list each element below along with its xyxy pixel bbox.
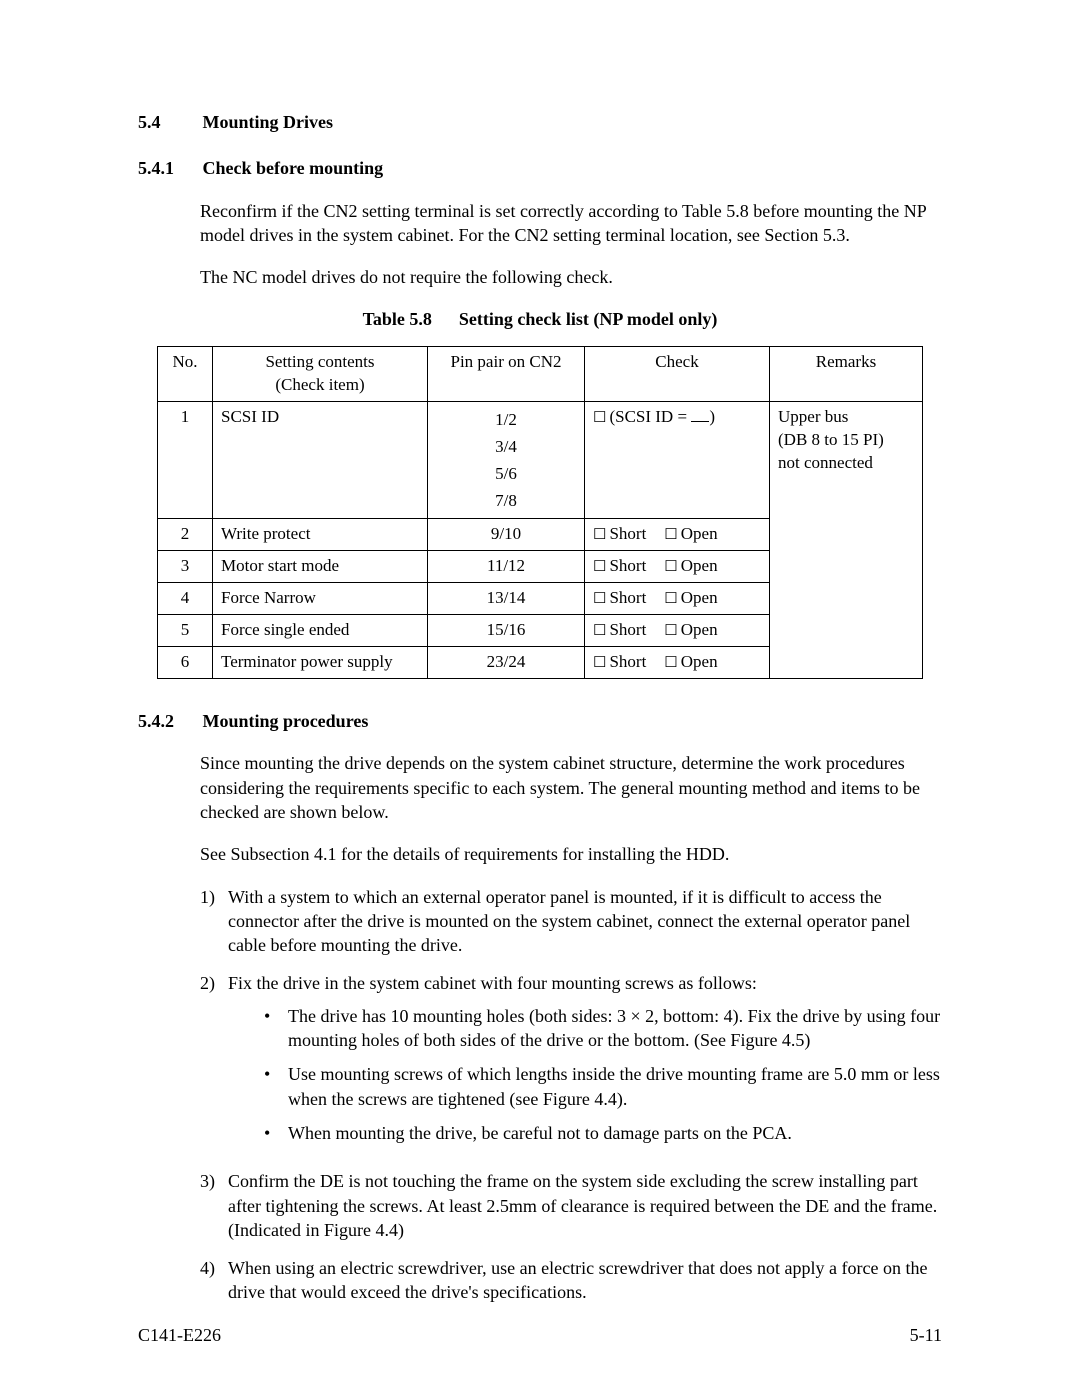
paragraph: The NC model drives do not require the f… bbox=[200, 265, 942, 289]
checkbox-icon: ☐ bbox=[593, 623, 606, 639]
footer-right: 5-11 bbox=[910, 1323, 942, 1347]
cell-no: 4 bbox=[158, 583, 213, 615]
subsection-heading-2: 5.4.2 Mounting procedures bbox=[138, 709, 942, 733]
cell-no: 3 bbox=[158, 551, 213, 583]
bullet-list: The drive has 10 mounting holes (both si… bbox=[228, 1004, 942, 1145]
section-number: 5.4 bbox=[138, 110, 198, 134]
page-footer: C141-E226 5-11 bbox=[138, 1323, 942, 1347]
table-caption-label: Table 5.8 bbox=[363, 309, 432, 329]
cell-item: Write protect bbox=[213, 519, 428, 551]
th-no: No. bbox=[158, 346, 213, 401]
cell-remarks: Upper bus (DB 8 to 15 PI) not connected bbox=[770, 401, 923, 678]
cell-check: ☐(SCSI ID = ) bbox=[585, 401, 770, 519]
cell-check: ☐Short☐Open bbox=[585, 647, 770, 679]
table-caption-title: Setting check list (NP model only) bbox=[459, 309, 718, 329]
cell-item: Motor start mode bbox=[213, 551, 428, 583]
checkbox-icon: ☐ bbox=[664, 559, 677, 575]
checkbox-icon: ☐ bbox=[664, 591, 677, 607]
list-number: 1) bbox=[200, 885, 228, 958]
cell-pin: 11/12 bbox=[428, 551, 585, 583]
cell-item: Force Narrow bbox=[213, 583, 428, 615]
bullet-item: When mounting the drive, be careful not … bbox=[258, 1121, 942, 1145]
cell-pin: 15/16 bbox=[428, 615, 585, 647]
th-remarks: Remarks bbox=[770, 346, 923, 401]
cell-check: ☐Short☐Open bbox=[585, 519, 770, 551]
bullet-item: Use mounting screws of which lengths ins… bbox=[258, 1062, 942, 1111]
cell-no: 6 bbox=[158, 647, 213, 679]
checkbox-icon: ☐ bbox=[664, 527, 677, 543]
subsection-number-1: 5.4.1 bbox=[138, 156, 198, 180]
paragraph: Reconfirm if the CN2 setting terminal is… bbox=[200, 199, 942, 248]
list-text: Confirm the DE is not touching the frame… bbox=[228, 1169, 942, 1242]
cell-check: ☐Short☐Open bbox=[585, 615, 770, 647]
list-text: When using an electric screwdriver, use … bbox=[228, 1256, 942, 1305]
list-number: 2) bbox=[200, 971, 228, 1155]
checkbox-icon: ☐ bbox=[664, 655, 677, 671]
th-item: Setting contents (Check item) bbox=[213, 346, 428, 401]
cell-item: Terminator power supply bbox=[213, 647, 428, 679]
table-caption: Table 5.8 Setting check list (NP model o… bbox=[138, 307, 942, 331]
th-check: Check bbox=[585, 346, 770, 401]
list-item-2: 2) Fix the drive in the system cabinet w… bbox=[200, 971, 942, 1155]
checkbox-icon: ☐ bbox=[593, 410, 606, 426]
cell-check: ☐Short☐Open bbox=[585, 551, 770, 583]
bullet-item: The drive has 10 mounting holes (both si… bbox=[258, 1004, 942, 1053]
cell-pin: 13/14 bbox=[428, 583, 585, 615]
table-row: 1SCSI ID1/23/45/67/8☐(SCSI ID = )Upper b… bbox=[158, 401, 923, 519]
section-heading: 5.4 Mounting Drives bbox=[138, 110, 942, 134]
list-number: 3) bbox=[200, 1169, 228, 1242]
subsection-title-1: Check before mounting bbox=[203, 158, 384, 178]
list-item-4: 4) When using an electric screwdriver, u… bbox=[200, 1256, 942, 1305]
table-header-row: No. Setting contents (Check item) Pin pa… bbox=[158, 346, 923, 401]
cell-no: 5 bbox=[158, 615, 213, 647]
list-item-3: 3) Confirm the DE is not touching the fr… bbox=[200, 1169, 942, 1242]
checkbox-icon: ☐ bbox=[593, 559, 606, 575]
list-text: With a system to which an external opera… bbox=[228, 885, 942, 958]
cell-no: 1 bbox=[158, 401, 213, 519]
subsection-heading-1: 5.4.1 Check before mounting bbox=[138, 156, 942, 180]
paragraph: Since mounting the drive depends on the … bbox=[200, 751, 942, 824]
subsection-title-2: Mounting procedures bbox=[203, 711, 369, 731]
cell-pin: 9/10 bbox=[428, 519, 585, 551]
check-table: No. Setting contents (Check item) Pin pa… bbox=[157, 346, 923, 679]
list-number: 4) bbox=[200, 1256, 228, 1305]
cell-check: ☐Short☐Open bbox=[585, 583, 770, 615]
cell-item: Force single ended bbox=[213, 615, 428, 647]
page: 5.4 Mounting Drives 5.4.1 Check before m… bbox=[0, 0, 1080, 1397]
checkbox-icon: ☐ bbox=[593, 591, 606, 607]
checkbox-icon: ☐ bbox=[664, 623, 677, 639]
cell-no: 2 bbox=[158, 519, 213, 551]
cell-pin: 23/24 bbox=[428, 647, 585, 679]
checkbox-icon: ☐ bbox=[593, 527, 606, 543]
th-pin: Pin pair on CN2 bbox=[428, 346, 585, 401]
footer-left: C141-E226 bbox=[138, 1323, 221, 1347]
cell-pin: 1/23/45/67/8 bbox=[428, 401, 585, 519]
paragraph: See Subsection 4.1 for the details of re… bbox=[200, 842, 942, 866]
cell-item: SCSI ID bbox=[213, 401, 428, 519]
checkbox-icon: ☐ bbox=[593, 655, 606, 671]
blank-underline bbox=[691, 421, 709, 422]
list-text: Fix the drive in the system cabinet with… bbox=[228, 971, 942, 1155]
subsection-number-2: 5.4.2 bbox=[138, 709, 198, 733]
section-title: Mounting Drives bbox=[203, 112, 334, 132]
list-text-2: Fix the drive in the system cabinet with… bbox=[228, 973, 757, 993]
list-item-1: 1) With a system to which an external op… bbox=[200, 885, 942, 958]
